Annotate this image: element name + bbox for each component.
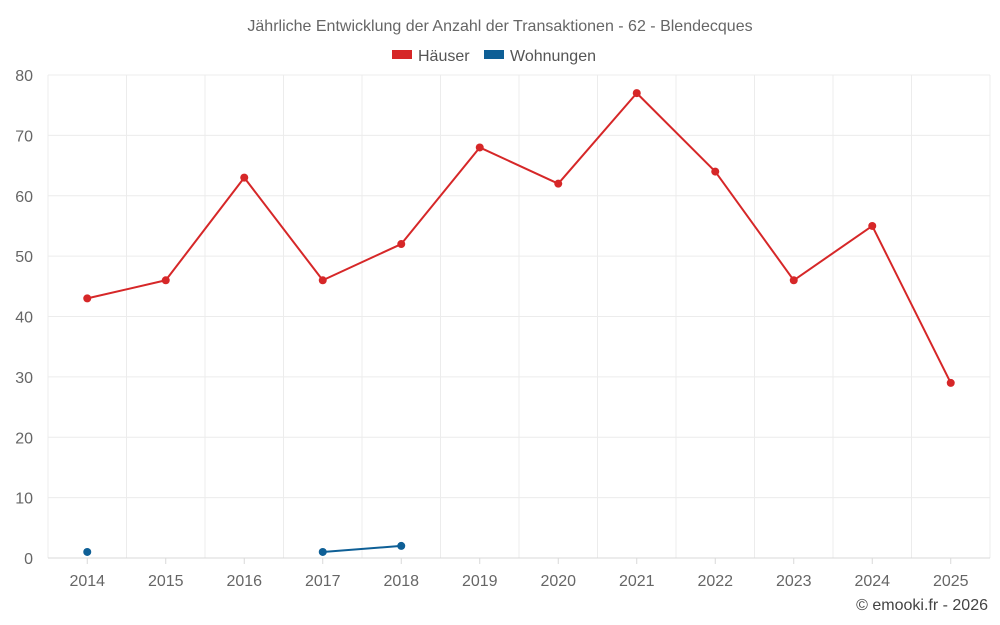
x-tick-label: 2019 — [462, 573, 498, 590]
data-point-haeuser-2023[interactable] — [789, 276, 798, 285]
series-wohnungen — [83, 541, 406, 556]
legend-swatch-wohnungen — [484, 50, 504, 59]
data-point-haeuser-2024[interactable] — [868, 221, 877, 230]
data-point-haeuser-2021[interactable] — [632, 89, 641, 98]
y-tick-label: 40 — [15, 310, 33, 327]
y-tick-label: 60 — [15, 189, 33, 206]
x-tick-label: 2025 — [933, 573, 969, 590]
data-point-haeuser-2015[interactable] — [161, 276, 170, 285]
axes: 0 10 20 30 40 50 60 70 80 2014 2015 2016 2017 2018 201… — [15, 68, 990, 590]
series-line-wohnungen — [322, 544, 402, 553]
x-tick-label: 2015 — [148, 573, 184, 590]
data-point-haeuser-2016[interactable] — [240, 173, 249, 182]
x-tick-label: 2017 — [305, 573, 341, 590]
data-point-haeuser-2020[interactable] — [554, 179, 563, 188]
series — [83, 89, 955, 556]
x-tick-label: 2021 — [619, 573, 655, 590]
chart-title: Jährliche Entwicklung der Anzahl der Tra… — [247, 18, 752, 35]
y-tick-label: 30 — [15, 370, 33, 387]
y-tick-label: 70 — [15, 128, 33, 145]
legend-label-wohnungen[interactable]: Wohnungen — [510, 48, 596, 65]
x-tick-label: 2020 — [540, 573, 576, 590]
y-tick-label: 20 — [15, 430, 33, 447]
y-tick-label: 0 — [24, 551, 33, 568]
x-tick-label: 2023 — [776, 573, 812, 590]
data-point-wohnungen-2018[interactable] — [397, 541, 406, 550]
data-point-haeuser-2025[interactable] — [946, 378, 955, 387]
legend-label-haeuser[interactable]: Häuser — [418, 48, 470, 65]
credit-text: © emooki.fr - 2026 — [856, 597, 988, 614]
x-tick-label: 2024 — [854, 573, 890, 590]
data-point-haeuser-2017[interactable] — [318, 276, 327, 285]
data-point-haeuser-2022[interactable] — [711, 167, 720, 176]
x-tick-label: 2018 — [383, 573, 419, 590]
y-tick-label: 50 — [15, 249, 33, 266]
data-point-wohnungen-2017[interactable] — [318, 547, 327, 556]
data-point-haeuser-2014[interactable] — [83, 294, 92, 303]
data-point-haeuser-2019[interactable] — [475, 143, 484, 152]
y-tick-label: 80 — [15, 68, 33, 85]
data-point-haeuser-2018[interactable] — [397, 240, 406, 249]
x-tick-label: 2014 — [69, 573, 105, 590]
x-tick-label: 2016 — [226, 573, 262, 590]
grid — [47, 74, 991, 558]
data-point-wohnungen-2014[interactable] — [83, 547, 92, 556]
series-line-haeuser — [87, 92, 952, 384]
legend: Häuser Wohnungen — [392, 48, 596, 65]
series-haeuser — [83, 89, 955, 387]
legend-swatch-haeuser — [392, 50, 412, 59]
x-tick-label: 2022 — [697, 573, 733, 590]
y-tick-label: 10 — [15, 491, 33, 508]
